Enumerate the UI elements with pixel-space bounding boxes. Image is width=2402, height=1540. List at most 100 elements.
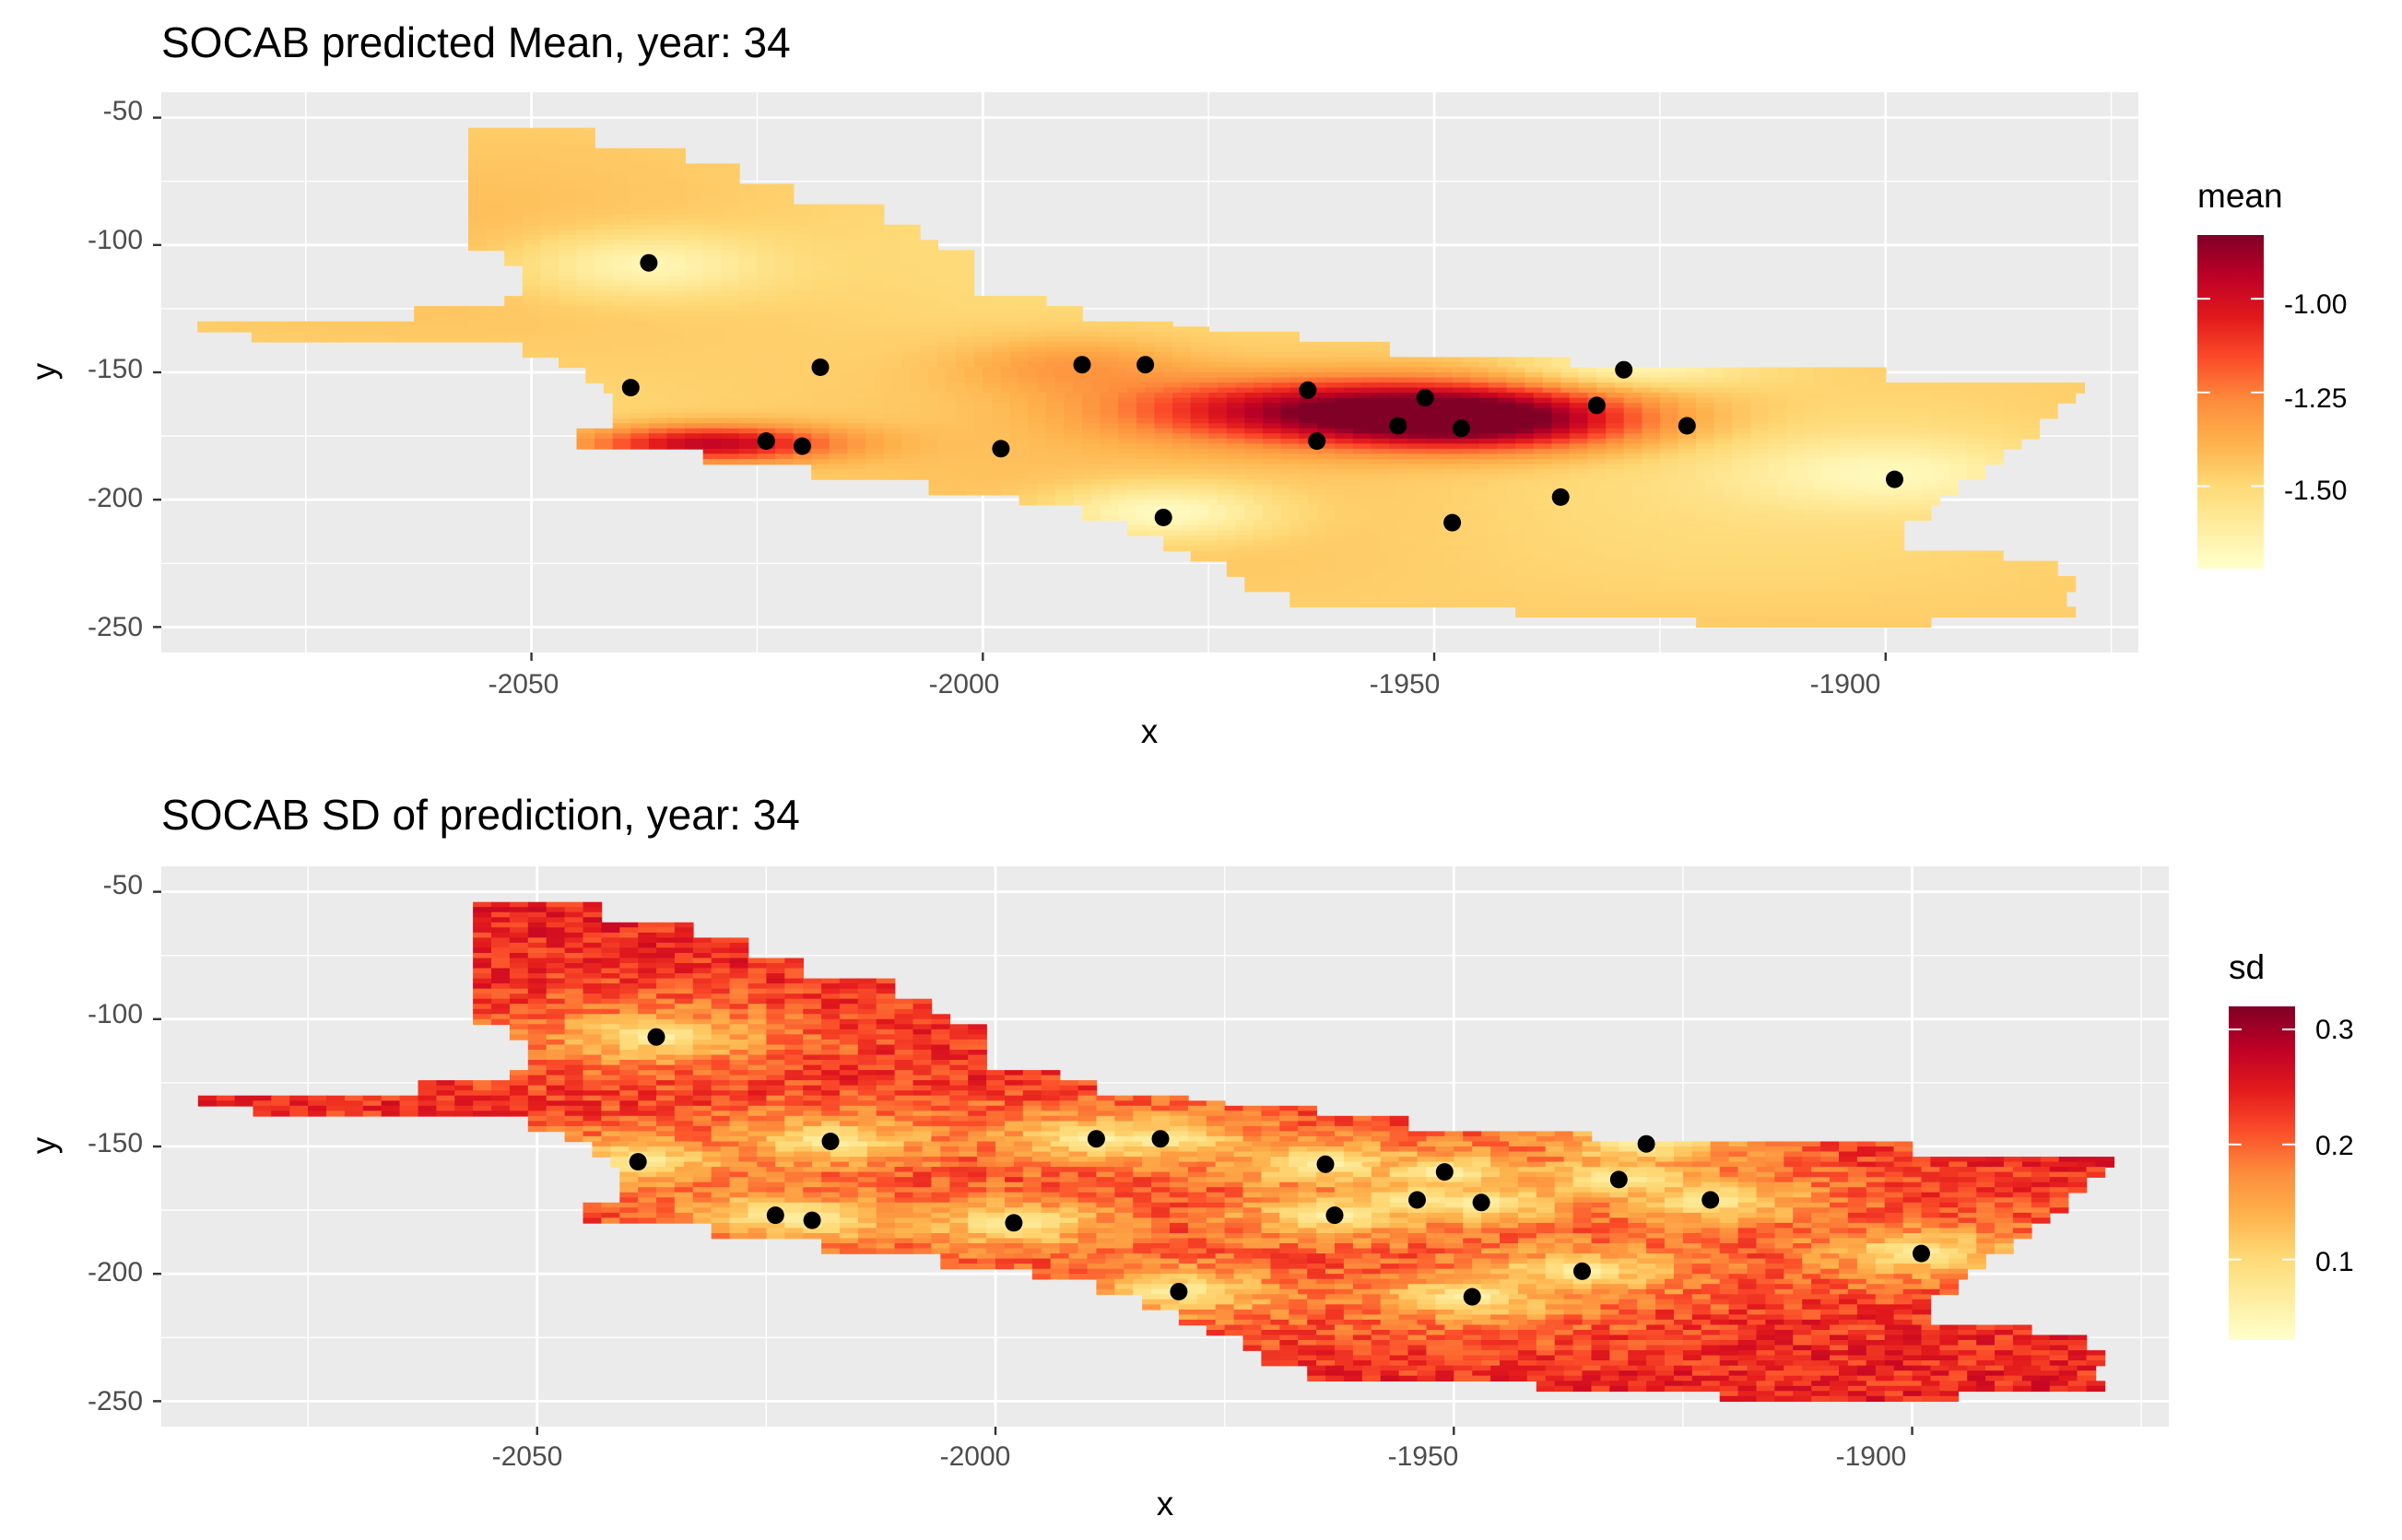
raster-cell [640,382,659,389]
raster-cell [546,947,566,954]
raster-cell [1786,504,1806,511]
raster-cell [1190,347,1209,353]
raster-cell [928,372,948,379]
raster-cell [601,1034,621,1040]
raster-cell [1831,601,1851,607]
raster-cell [2003,407,2022,414]
raster-cell [1569,581,1589,587]
raster-cell [1073,484,1092,490]
raster-cell [1208,428,1228,435]
raster-cell [748,1050,768,1056]
raster-cell [540,265,559,272]
raster-cell [359,331,379,338]
raster-cell [522,133,542,139]
raster-cell [1397,372,1418,379]
raster-cell [630,280,650,287]
raster-cell [638,978,657,984]
raster-cell [1704,596,1725,603]
mean-legend: mean -1.00 -1.25 -1.50 [2197,177,2347,569]
raster-cell [1479,586,1499,593]
raster-cell [847,316,866,323]
raster-cell [1262,560,1282,567]
raster-cell [1768,469,1787,476]
raster-cell [1749,474,1770,480]
raster-cell [1028,443,1047,450]
raster-cell [1949,474,1968,480]
raster-cell [1930,413,1950,419]
raster-cell [1642,433,1661,440]
raster-cell [1551,438,1571,445]
raster-cell [901,290,921,297]
raster-cell [473,953,492,959]
raster-cell [546,1024,566,1030]
raster-cell [1749,504,1770,511]
raster-cell [1226,417,1246,424]
raster-cell [883,407,902,414]
raster-cell [1786,464,1806,470]
raster-cell [491,1008,511,1016]
raster-cell [1506,545,1525,552]
raster-cell [1371,393,1390,399]
raster-cell [692,993,712,1000]
raster-cell [1054,500,1075,506]
raster-cell [793,270,812,276]
raster-cell [595,300,614,307]
raster-cell [2039,611,2058,618]
raster-cell [1154,326,1173,333]
raster-cell [1858,433,1878,440]
raster-cell [612,250,632,256]
raster-cell [1425,570,1444,577]
raster-cell [1858,556,1878,562]
raster-cell [1154,321,1173,327]
raster-cell [685,254,704,262]
raster-cell [685,393,704,399]
raster-cell [1271,387,1291,394]
raster-cell [1696,581,1715,587]
raster-cell [883,347,902,353]
raster-cell [784,978,804,984]
raster-cell [901,229,921,236]
raster-cell [1316,504,1336,511]
raster-cell [1190,393,1209,399]
raster-cell [919,407,939,414]
raster-cell [509,942,529,949]
raster-cell [829,290,849,297]
raster-cell [1578,535,1598,542]
raster-cell [1064,397,1083,404]
raster-cell [1623,570,1643,577]
raster-cell [666,194,686,200]
raster-cell [1515,586,1535,593]
raster-cell [1208,341,1228,348]
raster-cell [955,341,975,348]
raster-cell [630,244,650,252]
raster-cell [1958,601,1977,607]
raster-cell [1163,494,1183,500]
raster-cell [1894,606,1913,613]
raster-cell [564,917,584,923]
raster-cell [1073,479,1092,486]
raster-cell [702,214,723,220]
raster-cell [919,300,939,307]
raster-cell [1054,382,1075,389]
raster-cell [1759,545,1778,552]
raster-cell [522,224,542,230]
raster-cell [1623,586,1643,593]
raster-cell [1280,581,1300,587]
raster-cell [947,372,966,379]
raster-cell [955,336,975,343]
raster-cell [1949,459,1968,465]
raster-cell [901,433,921,440]
raster-cell [721,254,740,262]
raster-cell [1768,423,1787,429]
raster-cell [638,1044,657,1051]
raster-cell [576,234,595,241]
raster-cell [949,1024,969,1030]
raster-cell [783,367,804,373]
raster-cell [2039,413,2058,419]
raster-cell [721,433,740,440]
raster-cell [1606,403,1625,409]
raster-cell [1280,417,1300,424]
raster-cell [619,927,639,934]
raster-cell [674,953,694,959]
raster-cell [1118,453,1137,460]
